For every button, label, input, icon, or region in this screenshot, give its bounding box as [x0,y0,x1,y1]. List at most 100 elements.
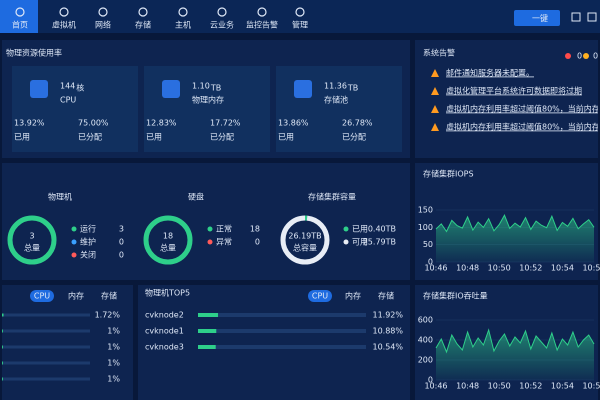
alert-link[interactable]: 邮件通知服务器未配置。 [446,68,534,78]
donut-title: 硬盘 [188,192,204,202]
tab[interactable]: CPU [312,292,328,301]
y-tick-label: 200 [418,356,433,365]
x-tick-label: 10:56 [582,264,600,273]
tab-active[interactable] [30,290,54,302]
donut-arc [143,215,193,265]
bar-label: 1.72% [95,311,121,320]
bar [2,313,4,317]
nav-item[interactable]: 网络 [95,20,111,30]
nav-item[interactable]: 主机 [175,20,191,30]
used-percent: 12.83% [146,119,177,128]
legend-value: 25.79TB [363,238,396,247]
allocated-percent: 75.00% [78,119,109,128]
bar-track [198,313,366,317]
series-line [435,214,595,233]
y-tick-label: 600 [418,316,433,325]
nav-item[interactable]: 监控告警 [246,20,278,30]
donut-total: 3 [29,232,34,241]
tab[interactable]: 存储 [378,291,394,301]
bar-track [2,345,90,349]
allocated-percent: 26.78% [342,119,373,128]
resource-card [276,66,402,152]
x-tick-label: 10:54 [551,382,574,391]
y-tick-label: 0 [428,376,433,385]
x-tick-label: 10:56 [582,382,600,391]
legend-dot [207,239,213,245]
legend-name: 已用 [352,225,368,234]
bar-label: 10.88% [372,327,403,336]
series-line [435,328,595,354]
nav-item[interactable]: 虚拟机 [52,20,76,30]
tab[interactable]: 存储 [101,291,117,301]
donut-total-label: 总量 [24,243,40,253]
bar-label: 10.54% [372,343,403,352]
action-button[interactable] [514,10,560,26]
used-label: 已用 [278,133,294,142]
nav-icon [59,7,69,17]
legend-name: 正常 [216,225,232,234]
y-tick-label: 50 [423,240,433,249]
alert-link[interactable]: 虚拟机内存利用率超过阈值80%，当前内存利用率 [446,104,600,114]
critical-count: 0 [577,52,582,61]
tab[interactable]: 内存 [345,291,361,301]
bar [2,377,3,381]
close-icon[interactable] [587,12,597,22]
allocated-label: 已分配 [78,133,102,142]
action-button-label[interactable]: 一键 [532,13,548,23]
nav-item[interactable]: 首页 [12,20,28,30]
resource-icon [30,80,48,98]
nav-active [0,0,38,33]
legend-value: 0.40TB [368,225,396,234]
used-percent: 13.92% [14,119,45,128]
legend-name: 运行 [80,224,96,234]
nav-item[interactable]: 存储 [135,20,151,30]
nav-item[interactable]: 管理 [292,20,308,30]
y-tick-label: 150 [418,206,433,215]
nav-icon [98,7,108,17]
bar [2,329,3,333]
alert-link[interactable]: 虚拟化管理平台系统许可数据即将过期 [446,86,582,96]
donut-total: 26.19TB [288,232,321,241]
resource-icon [294,80,312,98]
bar [198,345,216,349]
tab-active[interactable] [308,290,332,302]
donut-title: 物理机 [48,192,72,202]
tab[interactable]: CPU [34,292,50,301]
alert-icon [431,69,439,77]
resource-unit: 核 [76,83,84,93]
legend-dot [343,226,349,232]
alert-icon [431,87,439,95]
tab[interactable]: 内存 [68,291,84,301]
y-tick-label: 100 [418,223,433,232]
legend-value: 18 [250,225,260,234]
legend-value: 3 [119,225,124,234]
used-label: 已用 [146,133,162,142]
legend-value: 0 [119,251,124,260]
x-tick-label: 10:46 [424,264,447,273]
donut-total: 18 [163,232,173,241]
resource-unit: TB [347,84,358,93]
panel [138,285,410,400]
resource-name: 存储池 [324,95,348,105]
legend-name: 可用 [352,238,368,247]
panel [2,285,133,400]
allocated-label: 已分配 [342,133,366,142]
donut-title: 存储集群容量 [308,192,356,202]
legend-dot [71,226,77,232]
resource-card [144,66,270,152]
used-percent: 13.86% [278,119,309,128]
legend-dot [71,252,77,258]
host-name: cvknode2 [145,311,184,320]
warning-icon [583,53,589,59]
resource-name: CPU [60,96,76,105]
fullscreen-icon[interactable] [571,12,581,22]
alert-link[interactable]: 虚拟机内存利用率超过阈值80%，当前内存利用率 [446,122,600,132]
donut-arc [280,215,330,265]
nav-item[interactable]: 云业务 [210,20,234,30]
panel-title: 存储集群IO吞吐量 [423,291,488,301]
bar [2,345,3,349]
bar-track [198,345,366,349]
legend-value: 0 [119,238,124,247]
